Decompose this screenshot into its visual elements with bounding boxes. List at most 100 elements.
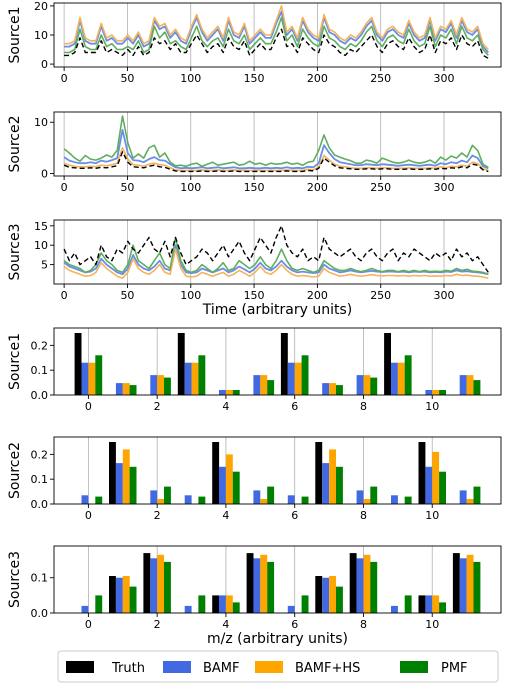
x-tick-label: 50 xyxy=(120,289,134,302)
legend-swatch-pmf xyxy=(400,661,428,673)
panel-2: 0 50 100 150 200 250 300 0 10 Source2 xyxy=(7,111,502,194)
series-line-bamf xyxy=(63,128,489,170)
bar-bamf-hs xyxy=(225,390,233,395)
bar-bamf-hs xyxy=(88,362,96,395)
y-tick-label: 0 xyxy=(41,167,48,180)
bar-pmf xyxy=(198,496,206,504)
x-tick-label: 250 xyxy=(370,72,391,85)
bar-bamf xyxy=(322,463,330,504)
bar-bamf-hs xyxy=(225,454,233,504)
x-tick-label: 6 xyxy=(291,618,298,631)
axes-frame xyxy=(53,219,502,285)
bar-bamf xyxy=(253,558,261,613)
bar-bamf xyxy=(184,495,192,504)
bar-bamf-hs xyxy=(329,383,336,395)
y-tick-label: 0.0 xyxy=(31,498,49,511)
bar-bamf-hs xyxy=(294,362,302,395)
bar-bamf-hs xyxy=(260,375,268,395)
bar-pmf xyxy=(404,355,412,395)
bar-pmf xyxy=(198,595,206,613)
bar-pmf xyxy=(370,561,378,613)
x-tick-label: 250 xyxy=(370,289,391,302)
x-tick-label: 0 xyxy=(85,509,92,522)
y-tick-label: 0.0 xyxy=(31,389,49,402)
bar-bamf xyxy=(391,495,398,504)
y-tick-label: 0 xyxy=(41,58,48,71)
bar-bamf-hs xyxy=(329,449,336,504)
legend-label-truth: Truth xyxy=(111,661,145,676)
y-axis-label: Source3 xyxy=(7,224,23,281)
panel-1: 0 50 100 150 200 250 300 0 10 20 Source1 xyxy=(7,0,502,85)
bar-bamf xyxy=(322,383,330,395)
axes-frame xyxy=(53,545,502,614)
x-tick-label: 0 xyxy=(85,400,92,413)
bar-bamf xyxy=(150,375,158,395)
y-tick-label: 10 xyxy=(34,116,48,129)
x-tick-label: 150 xyxy=(244,72,265,85)
x-tick-label: 4 xyxy=(222,400,229,413)
bar-bamf-hs xyxy=(260,554,268,613)
legend-entry-pmf: PMF xyxy=(400,661,468,676)
x-tick-label: 50 xyxy=(120,181,134,194)
bar-truth xyxy=(74,333,82,395)
x-tick-label: 0 xyxy=(61,289,68,302)
y-axis-label: Source1 xyxy=(7,333,23,390)
bar-truth xyxy=(384,333,391,395)
x-tick-label: 100 xyxy=(180,181,201,194)
bar-truth xyxy=(143,553,151,613)
x-tick-label: 6 xyxy=(291,509,298,522)
bar-truth xyxy=(280,333,288,395)
bar-truth xyxy=(349,553,357,613)
x-tick-label: 4 xyxy=(222,618,229,631)
bar-bamf xyxy=(184,605,192,613)
x-tick-label: 8 xyxy=(360,618,367,631)
bar-pmf xyxy=(95,595,103,613)
y-tick-label: 0.2 xyxy=(31,339,49,352)
series-line-pmf xyxy=(64,16,489,56)
x-tick-label: 4 xyxy=(222,509,229,522)
bar-pmf xyxy=(232,390,240,395)
bar-bamf xyxy=(219,466,226,504)
legend-swatch-bamf-hs xyxy=(255,661,283,673)
bar-pmf xyxy=(301,355,309,395)
y-tick-label: 0.1 xyxy=(31,473,49,486)
bar-bamf-hs xyxy=(191,362,199,395)
bar-bamf xyxy=(287,362,295,395)
x-tick-label: 8 xyxy=(360,509,367,522)
bar-bamf xyxy=(287,605,295,613)
bar-pmf xyxy=(129,385,137,395)
x-tick-label: 10 xyxy=(425,400,439,413)
bar-bamf xyxy=(356,375,364,395)
bar-pmf xyxy=(129,586,137,613)
x-tick-label: 50 xyxy=(120,72,134,85)
bar-truth xyxy=(177,333,185,395)
bar-bamf xyxy=(356,558,364,613)
legend-label-bamf: BAMF xyxy=(203,661,240,676)
bar-pmf xyxy=(370,377,378,395)
bar-bamf xyxy=(459,375,467,395)
bar-truth xyxy=(109,442,116,504)
series-line-truth xyxy=(63,225,489,273)
y-tick-label: 0.2 xyxy=(31,448,49,461)
axes-frame xyxy=(53,327,502,396)
bar-bamf-hs xyxy=(122,383,130,395)
series-line-bamf-hs xyxy=(64,5,489,51)
series-line-bamf xyxy=(64,10,489,54)
bar-truth xyxy=(315,576,323,613)
bar-bamf xyxy=(253,375,261,395)
bar-bamf xyxy=(287,495,295,504)
bar-pmf xyxy=(404,595,412,613)
bar-bamf xyxy=(219,390,226,395)
bar-pmf xyxy=(95,496,103,504)
y-tick-label: 20 xyxy=(34,0,48,13)
x-tick-label: 100 xyxy=(180,289,201,302)
y-axis-label: Source2 xyxy=(7,442,23,499)
bar-bamf xyxy=(115,463,123,504)
bar-bamf xyxy=(81,362,89,395)
bar-bamf-hs xyxy=(329,576,336,613)
bar-pmf xyxy=(301,496,309,504)
bar-pmf xyxy=(473,486,481,504)
x-tick-label: 2 xyxy=(154,509,161,522)
bar-truth xyxy=(315,442,323,504)
bar-pmf xyxy=(232,471,240,504)
